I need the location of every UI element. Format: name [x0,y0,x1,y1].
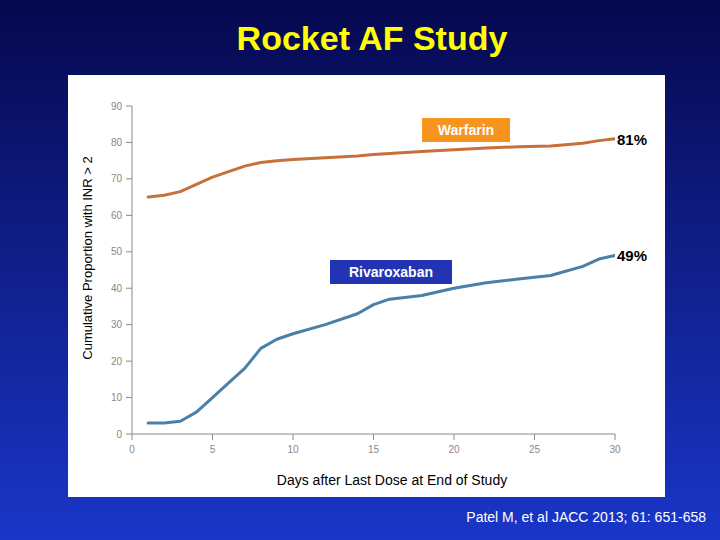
y-axis-label: Cumulative Proportion with INR > 2 [80,156,95,359]
annotation: 81% [617,131,647,148]
y-tick [126,142,132,143]
y-tick-label: 30 [111,319,123,330]
x-tick [454,434,455,440]
y-tick [126,178,132,179]
x-tick [132,434,133,440]
y-tick-label: 20 [111,356,123,367]
x-tick [293,434,294,440]
x-tick-label: 30 [609,444,621,455]
x-tick [212,434,213,440]
series-line [148,255,615,423]
y-tick [126,434,132,435]
plot-marks [148,139,615,423]
x-tick [534,434,535,440]
y-tick-label: 90 [111,101,123,112]
title: Rocket AF Study [237,19,508,57]
series-line [148,139,615,197]
y-tick [126,106,132,107]
x-tick-label: 5 [210,444,216,455]
y-tick [126,361,132,362]
y-tick [126,215,132,216]
y-tick [126,324,132,325]
panel [68,75,665,497]
x-tick [373,434,374,440]
x-tick-label: 10 [287,444,299,455]
x-axis-label: Days after Last Dose at End of Study [277,472,507,488]
y-tick [126,397,132,398]
x-tick-label: 25 [529,444,541,455]
source: Patel M, et al JACC 2013; 61: 651-658 [466,509,706,525]
annotation: 49% [617,247,647,264]
series-label: Warfarin [438,122,494,138]
x-tick-label: 0 [129,444,135,455]
x-tick [615,434,616,440]
y-tick-label: 0 [116,429,122,440]
y-tick [126,251,132,252]
y-tick-label: 70 [111,173,123,184]
y-tick [126,288,132,289]
x-tick-label: 20 [448,444,460,455]
y-tick-label: 60 [111,210,123,221]
series-label-box [422,118,510,142]
background [0,0,720,540]
y-tick-label: 50 [111,246,123,257]
x-tick-label: 15 [368,444,380,455]
series-label-box [330,260,452,284]
slide: Rocket AF Study Cumulative Proportion wit… [0,0,720,540]
series-label: Rivaroxaban [349,264,433,280]
y-tick-label: 80 [111,137,123,148]
y-tick-label: 10 [111,392,123,403]
y-axis-line [132,106,133,434]
y-tick-label: 40 [111,283,123,294]
